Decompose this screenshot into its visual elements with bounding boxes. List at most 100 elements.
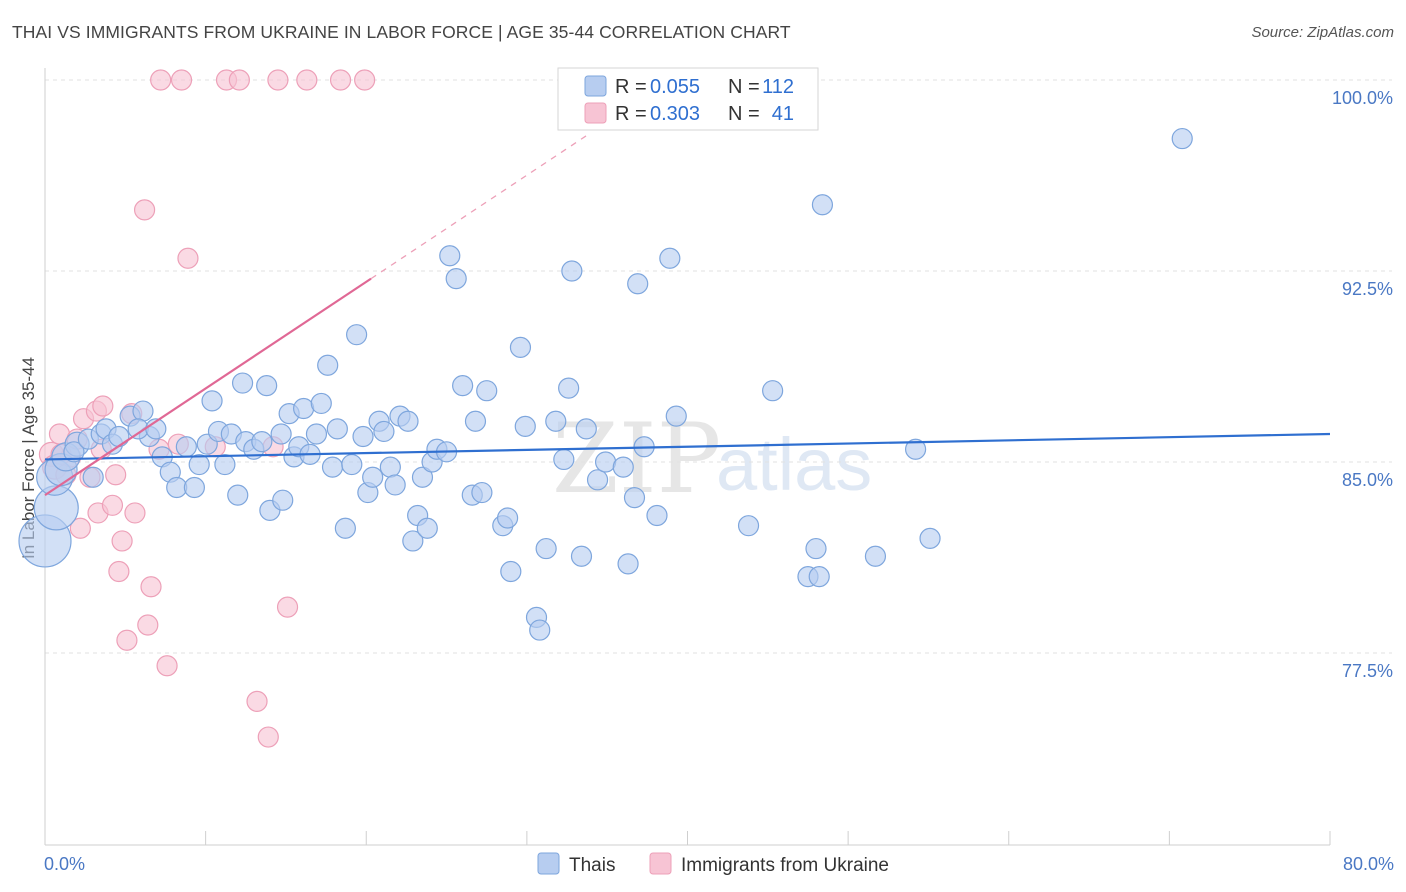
ukraine-point bbox=[354, 69, 376, 91]
thais-point bbox=[321, 456, 344, 478]
ukraine-point bbox=[105, 464, 127, 486]
thais-point bbox=[416, 517, 438, 539]
thais-point bbox=[214, 453, 236, 476]
thais-point bbox=[411, 466, 434, 488]
thais-point bbox=[293, 397, 315, 420]
legend-n-value-thais: 112 bbox=[762, 76, 794, 98]
y-tick-label: 85.0% bbox=[1342, 470, 1393, 490]
ukraine-point bbox=[170, 69, 193, 91]
thais-point bbox=[904, 438, 927, 460]
thais-points bbox=[18, 127, 1193, 641]
legend-n-value-ukraine: 41 bbox=[772, 103, 794, 125]
ukraine-point bbox=[116, 629, 138, 651]
thais-point bbox=[362, 466, 384, 488]
thais-point bbox=[561, 260, 583, 282]
x-axis-ticks bbox=[44, 831, 1331, 845]
ukraine-point bbox=[267, 69, 289, 91]
thais-point bbox=[811, 194, 834, 216]
thais-point bbox=[310, 392, 332, 415]
thais-point bbox=[445, 268, 467, 290]
thais-point bbox=[500, 560, 522, 583]
thais-point bbox=[612, 456, 634, 478]
trendlines bbox=[44, 135, 1331, 497]
thais-point bbox=[132, 400, 154, 422]
thais-point bbox=[317, 354, 339, 376]
ukraine-point bbox=[140, 576, 162, 598]
source-credit: Source: ZipAtlas.com bbox=[1251, 24, 1394, 41]
ukraine-point bbox=[329, 69, 352, 91]
ukraine-point bbox=[137, 614, 159, 636]
thais-point bbox=[82, 466, 104, 488]
ukraine-point bbox=[246, 690, 268, 712]
thais-point bbox=[570, 545, 593, 567]
thais-point bbox=[623, 487, 646, 509]
thais-point bbox=[919, 527, 941, 550]
thais-point bbox=[201, 390, 223, 412]
thais-point bbox=[188, 453, 210, 476]
legend-n-label-ukraine: N = bbox=[728, 103, 760, 125]
bottom-legend: Thais Immigrants from Ukraine bbox=[537, 852, 889, 876]
legend-swatch-thais bbox=[584, 75, 607, 97]
thais-point bbox=[373, 420, 395, 443]
legend-r-value-ukraine: 0.303 bbox=[650, 103, 700, 125]
chart-title: THAI VS IMMIGRANTS FROM UKRAINE IN LABOR… bbox=[12, 22, 791, 42]
y-axis-label: In Labor Force | Age 35-44 bbox=[19, 357, 38, 559]
legend-box: R = 0.055 N = 112 R = 0.303 N = 41 bbox=[557, 67, 819, 131]
legend-n-label-thais: N = bbox=[728, 76, 760, 98]
ukraine-point bbox=[133, 199, 156, 221]
thais-point bbox=[545, 410, 567, 432]
ukraine-point bbox=[257, 726, 279, 748]
ukraine-point bbox=[111, 530, 133, 552]
bottom-legend-swatch-ukraine bbox=[649, 852, 672, 875]
legend-r-label-ukraine: R = bbox=[615, 103, 647, 125]
thais-point bbox=[334, 517, 356, 539]
thais-point bbox=[575, 418, 597, 440]
thais-point bbox=[535, 537, 557, 560]
bottom-legend-label-thais: Thais bbox=[569, 855, 615, 876]
grid-lines bbox=[45, 79, 1392, 654]
thais-point bbox=[509, 336, 532, 358]
thais-point bbox=[341, 453, 363, 476]
thais-point bbox=[617, 553, 639, 575]
ukraine-point bbox=[92, 395, 114, 417]
thais-point bbox=[1171, 127, 1193, 150]
legend-swatch-ukraine bbox=[584, 102, 607, 124]
ukraine-point bbox=[69, 517, 91, 539]
thais-point bbox=[452, 375, 474, 397]
ukraine-point bbox=[101, 494, 124, 516]
thais-point bbox=[272, 489, 294, 511]
x-tick-label-max: 80.0% bbox=[1343, 854, 1394, 874]
thais-point bbox=[379, 456, 401, 478]
y-tick-label: 92.5% bbox=[1342, 279, 1393, 299]
thais-point bbox=[586, 469, 609, 491]
ukraine-point bbox=[150, 69, 172, 91]
thais-point bbox=[476, 380, 498, 402]
ukraine-point bbox=[228, 69, 250, 91]
thais-point bbox=[227, 484, 249, 506]
thais-point bbox=[175, 436, 197, 458]
thais-point bbox=[646, 504, 668, 527]
bottom-legend-swatch-thais bbox=[537, 852, 560, 875]
ukraine-point bbox=[296, 69, 318, 91]
thais-point bbox=[808, 565, 830, 588]
thais-point bbox=[665, 405, 687, 427]
thais-point bbox=[514, 415, 536, 437]
thais-point bbox=[497, 507, 519, 529]
y-tick-label: 100.0% bbox=[1332, 88, 1393, 108]
thais-point bbox=[326, 418, 348, 440]
thais-point bbox=[384, 474, 406, 496]
thais-point bbox=[402, 530, 424, 552]
ukraine-point bbox=[276, 596, 299, 618]
legend-r-label-thais: R = bbox=[615, 76, 647, 98]
ukraine-point bbox=[177, 247, 199, 269]
thais-point bbox=[346, 324, 368, 346]
thais-point bbox=[397, 410, 419, 432]
thais-point bbox=[256, 375, 278, 397]
thais-point bbox=[108, 425, 130, 448]
thais-point bbox=[352, 425, 374, 448]
thais-point bbox=[231, 372, 254, 394]
ukraine-trendline bbox=[44, 277, 372, 497]
watermark-atlas: atlas bbox=[716, 423, 872, 506]
thais-point bbox=[558, 377, 580, 399]
thais-point bbox=[805, 537, 827, 560]
